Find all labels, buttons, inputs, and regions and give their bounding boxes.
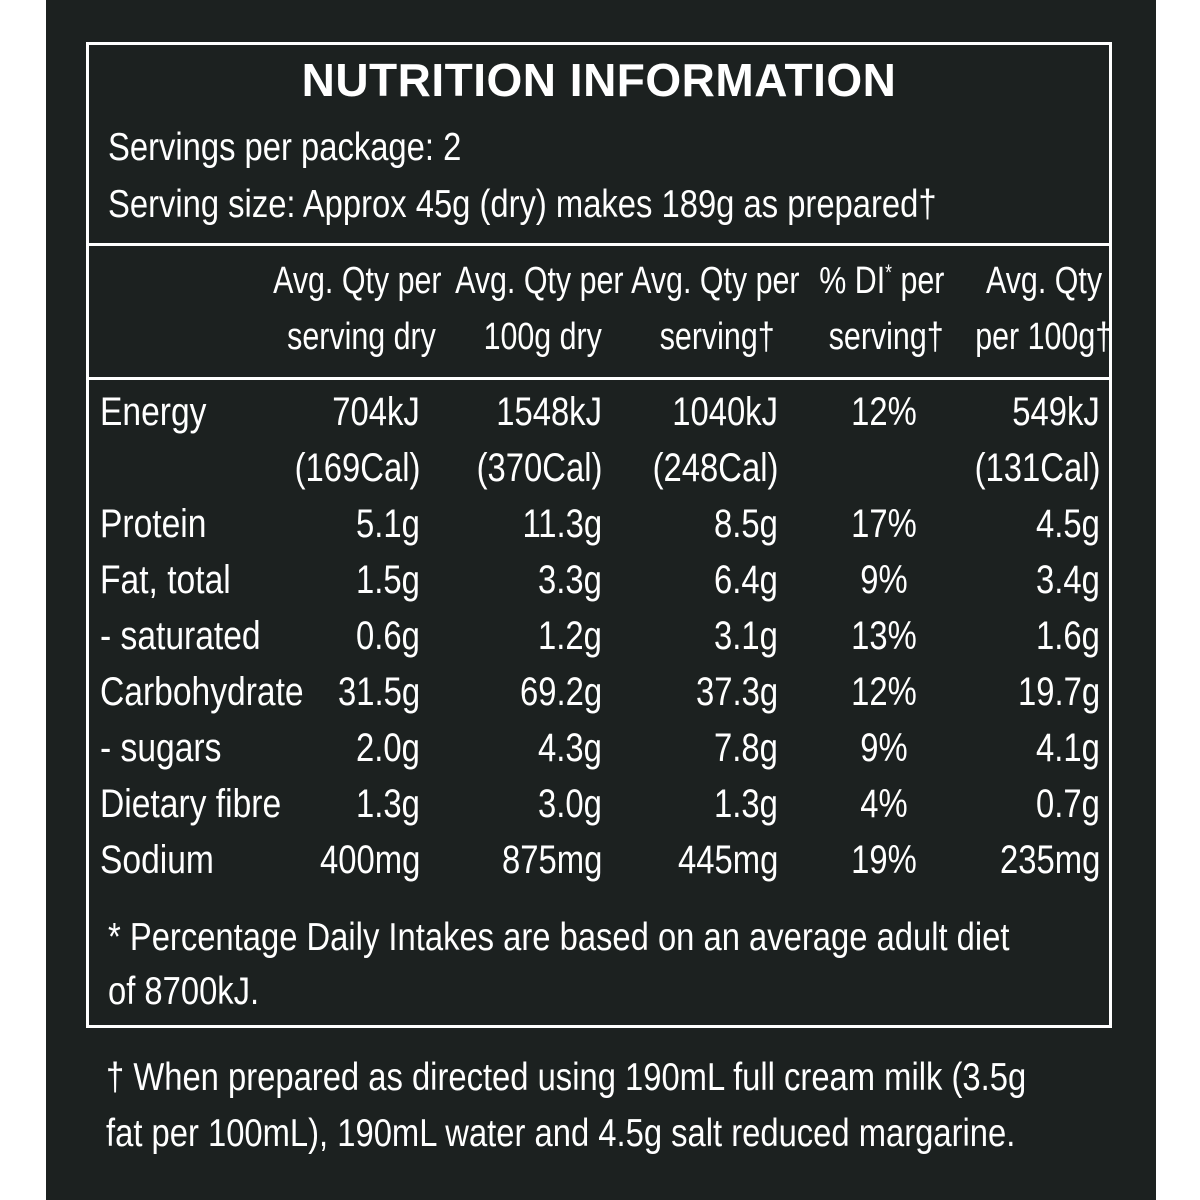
cell-fibre-100g-prepared: 0.7g <box>1036 782 1100 826</box>
row-label-sugars: - sugars <box>100 726 222 770</box>
panel-title: NUTRITION INFORMATION <box>301 54 897 106</box>
cell-sugars-100g-prepared: 4.1g <box>1036 726 1100 770</box>
footnote-prepared-line2: fat per 100mL), 190mL water and 4.5g sal… <box>106 1112 1016 1155</box>
row-label-carbohydrate: Carbohydrate <box>100 670 304 714</box>
cell-energy-serving-prepared: 1040kJ <box>672 390 778 434</box>
col-header-100g-prepared-l1: Avg. Qty <box>985 260 1102 302</box>
row-label-saturated: - saturated <box>100 614 261 658</box>
cell-carb-serving-dry: 31.5g <box>337 670 420 714</box>
cell-sodium-serving-dry: 400mg <box>319 838 420 882</box>
cell-energy-cal-serving-dry: (169Cal) <box>294 446 420 490</box>
cell-protein-100g-dry: 11.3g <box>522 502 602 546</box>
cell-energy-cal-serving-prepared: (248Cal) <box>652 446 778 490</box>
cell-sodium-100g-prepared: 235mg <box>999 838 1100 882</box>
row-label-fat-total: Fat, total <box>100 558 231 602</box>
cell-energy-100g-prepared: 549kJ <box>1012 390 1100 434</box>
cell-fat-100g-prepared: 3.4g <box>1036 558 1100 602</box>
cell-carb-serving-prepared: 37.3g <box>695 670 778 714</box>
row-label-sodium: Sodium <box>100 838 214 882</box>
col-header-serving-dry-l2: serving dry <box>287 316 436 358</box>
cell-fibre-di: 4% <box>860 782 908 826</box>
cell-fibre-100g-dry: 3.0g <box>538 782 602 826</box>
col-header-di-l2: serving† <box>829 316 944 358</box>
cell-fat-serving-prepared: 6.4g <box>714 558 778 602</box>
cell-carb-100g-dry: 69.2g <box>519 670 602 714</box>
divider-header <box>86 243 1112 246</box>
row-label-dietary-fibre: Dietary fibre <box>100 782 282 826</box>
cell-energy-serving-dry: 704kJ <box>332 390 420 434</box>
cell-protein-serving-dry: 5.1g <box>356 502 420 546</box>
cell-fibre-serving-prepared: 1.3g <box>714 782 778 826</box>
cell-protein-di: 17% <box>851 502 917 546</box>
footnote-di-line2: of 8700kJ. <box>108 970 260 1013</box>
cell-sodium-di: 19% <box>851 838 917 882</box>
cell-energy-cal-100g-dry: (370Cal) <box>476 446 602 490</box>
cell-sodium-100g-dry: 875mg <box>501 838 602 882</box>
cell-carb-100g-prepared: 19.7g <box>1017 670 1100 714</box>
col-header-serving-prepared-l2: serving† <box>660 316 775 358</box>
cell-saturated-serving-prepared: 3.1g <box>714 614 778 658</box>
row-label-energy: Energy <box>100 390 207 434</box>
col-header-100g-prepared-l2: per 100g† <box>975 316 1112 358</box>
cell-fat-100g-dry: 3.3g <box>538 558 602 602</box>
cell-sugars-di: 9% <box>860 726 908 770</box>
nutrition-panel-border <box>86 42 1112 1028</box>
cell-protein-serving-prepared: 8.5g <box>714 502 778 546</box>
label-background <box>46 0 1156 1200</box>
cell-fat-di: 9% <box>860 558 908 602</box>
cell-saturated-100g-prepared: 1.6g <box>1036 614 1100 658</box>
cell-energy-100g-dry: 1548kJ <box>496 390 602 434</box>
col-header-di-l1: % DI* per <box>818 260 944 302</box>
servings-per-package: Servings per package: 2 <box>108 126 462 169</box>
serving-size: Serving size: Approx 45g (dry) makes 189… <box>108 183 937 226</box>
cell-energy-di: 12% <box>851 390 917 434</box>
cell-saturated-100g-dry: 1.2g <box>538 614 602 658</box>
cell-saturated-di: 13% <box>851 614 917 658</box>
cell-energy-cal-100g-prepared: (131Cal) <box>974 446 1100 490</box>
cell-protein-100g-prepared: 4.5g <box>1036 502 1100 546</box>
cell-fat-serving-dry: 1.5g <box>356 558 420 602</box>
cell-sugars-serving-prepared: 7.8g <box>714 726 778 770</box>
col-header-100g-dry-l1: Avg. Qty per <box>455 260 624 302</box>
footnote-di-line1: * Percentage Daily Intakes are based on … <box>108 916 1010 959</box>
cell-carb-di: 12% <box>851 670 917 714</box>
cell-sugars-serving-dry: 2.0g <box>356 726 420 770</box>
cell-sugars-100g-dry: 4.3g <box>538 726 602 770</box>
row-label-protein: Protein <box>100 502 207 546</box>
cell-sodium-serving-prepared: 445mg <box>677 838 778 882</box>
divider-columns <box>86 377 1112 380</box>
footnote-prepared-line1: † When prepared as directed using 190mL … <box>106 1056 1027 1099</box>
col-header-serving-prepared-l1: Avg. Qty per <box>631 260 800 302</box>
col-header-serving-dry-l1: Avg. Qty per <box>273 260 442 302</box>
col-header-100g-dry-l2: 100g dry <box>483 316 602 358</box>
cell-saturated-serving-dry: 0.6g <box>356 614 420 658</box>
cell-fibre-serving-dry: 1.3g <box>356 782 420 826</box>
